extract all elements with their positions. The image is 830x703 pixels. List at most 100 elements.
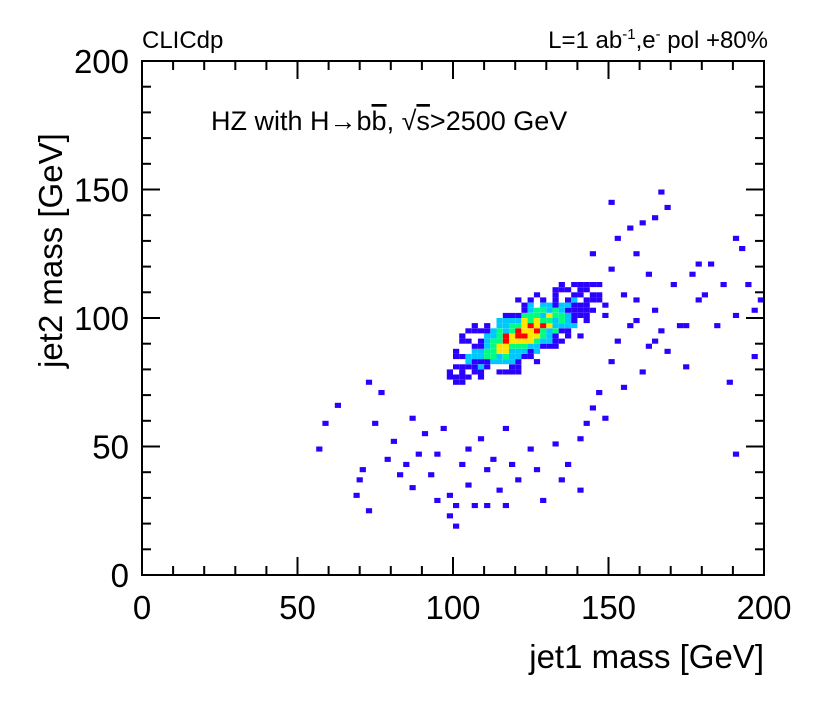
- heatmap-cell: [633, 251, 640, 257]
- heatmap-cell: [583, 312, 590, 318]
- heatmap-cell: [515, 318, 522, 324]
- heatmap-cell: [521, 312, 528, 318]
- heatmap-cell: [490, 338, 497, 344]
- heatmap-cell: [527, 318, 534, 324]
- heatmap-cell: [540, 338, 547, 344]
- heatmap-cell: [558, 477, 565, 483]
- heatmap-cell: [521, 323, 528, 329]
- axis-ticks: [141, 60, 765, 576]
- heatmap-cell: [459, 461, 466, 467]
- heatmap-cell: [627, 323, 634, 329]
- heatmap-cell: [484, 467, 491, 473]
- heatmap-cell: [552, 302, 559, 308]
- heatmap-cell: [558, 323, 565, 329]
- heatmap-cell: [577, 307, 584, 313]
- heatmap-cell: [484, 323, 491, 329]
- heatmap-cell: [490, 348, 497, 354]
- heatmap-cell: [446, 492, 453, 498]
- heatmap-cell: [565, 323, 572, 329]
- heatmap-cell: [596, 297, 603, 303]
- heatmap-cell: [577, 312, 584, 318]
- heatmap-cell: [465, 359, 472, 365]
- heatmap-cell: [477, 359, 485, 365]
- heatmap-cell: [577, 302, 584, 308]
- heatmap-cell: [434, 497, 441, 503]
- heatmap-cell: [509, 318, 516, 324]
- heatmap-cell: [577, 292, 584, 298]
- heatmap-cell: [602, 302, 609, 308]
- heatmap-cell: [477, 343, 485, 349]
- heatmap-cell: [552, 307, 559, 313]
- heatmap-cell: [689, 271, 696, 277]
- heatmap-cell: [465, 374, 472, 380]
- heatmap-cell: [490, 354, 497, 360]
- heatmap-cell: [565, 328, 572, 334]
- heatmap-cell: [490, 343, 497, 349]
- heatmap-cell: [496, 333, 503, 339]
- heatmap-cell: [465, 338, 472, 344]
- heatmap-cell: [496, 323, 503, 329]
- heatmap-cell: [471, 343, 478, 349]
- heatmap-cell: [521, 343, 528, 349]
- heatmap-cell: [453, 523, 460, 529]
- heatmap-cell: [571, 302, 578, 308]
- heatmap-cell: [403, 461, 410, 467]
- heatmap-cell: [490, 328, 497, 334]
- heatmap-cell: [453, 364, 460, 370]
- heatmap-cell: [527, 307, 534, 313]
- heatmap-cell: [453, 348, 460, 354]
- heatmap-cell: [496, 487, 503, 493]
- heatmap-cell: [515, 369, 522, 375]
- heatmap-cell: [484, 348, 491, 354]
- heatmap-cell: [589, 405, 596, 411]
- heatmap-cell: [509, 364, 516, 370]
- heatmap-cell: [434, 451, 441, 457]
- y-tick-label: 100: [74, 300, 129, 337]
- heatmap-cell: [552, 441, 559, 447]
- heatmap-cell: [620, 384, 628, 390]
- heatmap-cell: [552, 287, 559, 293]
- heatmap-cell: [658, 189, 665, 195]
- sqrt-s: s: [416, 106, 430, 136]
- heatmap-cell: [714, 323, 721, 329]
- heatmap-cell: [571, 292, 578, 298]
- heatmap-cell: [540, 323, 547, 329]
- process-annotation: HZ with H→bb, √s>2500 GeV: [211, 106, 567, 136]
- heatmap-cell: [521, 348, 528, 354]
- heatmap-cell: [571, 297, 578, 303]
- heatmap-cell: [459, 333, 466, 339]
- heatmap-cell: [471, 323, 478, 329]
- heatmap-cell: [496, 318, 503, 324]
- heatmap-cell: [365, 508, 373, 514]
- heatmap-cell: [583, 318, 590, 324]
- heatmap-cell: [409, 485, 416, 491]
- heatmap-cell: [565, 333, 572, 339]
- heatmap-cell: [515, 338, 522, 344]
- heatmap-cell: [509, 338, 516, 344]
- heatmap-cell: [546, 333, 553, 339]
- heatmap-cell: [751, 307, 758, 313]
- heatmap-cell: [515, 323, 522, 329]
- heatmap-cell: [484, 333, 491, 339]
- heatmap-cell: [465, 354, 472, 360]
- heatmap-cell: [415, 451, 422, 457]
- heatmap-cell: [459, 354, 466, 360]
- heatmap-cell: [490, 456, 497, 462]
- heatmap-cell: [527, 354, 534, 360]
- heatmap-cell: [583, 307, 590, 313]
- heatmap-cell: [502, 359, 509, 365]
- heatmap-cell: [732, 312, 740, 318]
- heatmap-cell: [515, 348, 522, 354]
- heatmap-cell: [490, 333, 497, 339]
- heatmap-cell: [527, 312, 534, 318]
- heatmap-cell: [645, 343, 652, 349]
- heatmap-cell: [652, 338, 659, 344]
- heatmap-cell: [484, 359, 491, 365]
- heatmap-cell: [496, 354, 503, 360]
- heatmap-cell: [546, 338, 553, 344]
- y-tick-label: 200: [74, 43, 129, 80]
- x-tick-label: 100: [425, 589, 480, 626]
- heatmap-cell: [589, 292, 596, 298]
- heatmap-cell: [521, 318, 528, 324]
- heatmap-cell: [552, 312, 559, 318]
